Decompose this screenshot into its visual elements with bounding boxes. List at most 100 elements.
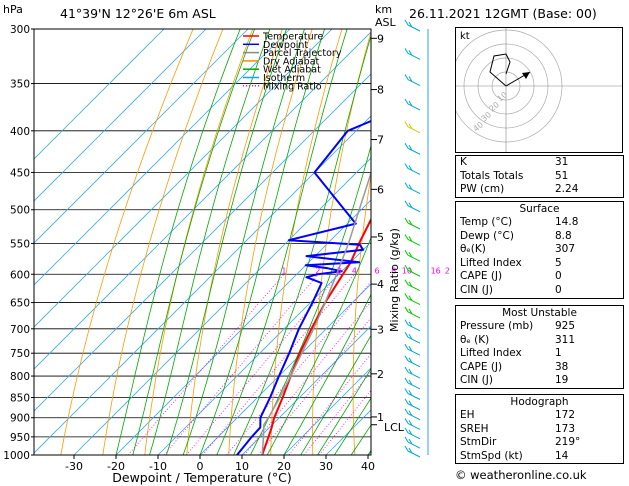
profile-lines (236, 119, 371, 455)
wind-barb (404, 264, 421, 277)
footer-credit: © weatheronline.co.uk (455, 468, 587, 482)
index-row: Totals Totals 51 (460, 169, 569, 182)
surface-row: θₑ(K) 307 (460, 243, 576, 256)
hodograph-plot: kt 10 20 30 40 (449, 28, 622, 152)
wind-barb (404, 234, 421, 246)
legend-label: Dewpoint (263, 40, 308, 51)
legend-label: Isotherm (263, 73, 305, 84)
temp-tick-label: 10 (235, 460, 249, 473)
legend-label: Parcel Trajectory (263, 48, 342, 59)
mixing-ratio-label: 2 (315, 266, 320, 275)
dry-adiabat (144, 29, 254, 455)
mixing-ratio-label: 3 (336, 266, 341, 275)
wind-barb (404, 418, 421, 430)
wind-barb (404, 249, 421, 262)
isotherm (34, 29, 291, 286)
pressure-tick-label: 900 (10, 413, 30, 425)
pressure-tick-label: 500 (10, 205, 30, 217)
pressure-tick-label: 350 (10, 79, 30, 91)
most-unstable-title: Most Unstable (502, 307, 577, 319)
mixing-ratio-line (257, 317, 371, 455)
wet-adiabat (166, 29, 287, 455)
mixing-ratio-line (202, 273, 355, 455)
surface-row: Dewp (°C) 8.8 (460, 229, 572, 242)
dry-adiabat (312, 30, 371, 455)
isotherm (34, 29, 333, 328)
km-tick-label: 5 (377, 231, 384, 244)
hodograph-panel: kt 10 20 30 40 (449, 27, 623, 153)
wet-adiabat (149, 29, 271, 455)
pressure-tick-label: 850 (10, 392, 30, 404)
km-tick-label: 6 (377, 183, 384, 196)
km-tick-label: 3 (377, 323, 384, 336)
mixing-ratio-label: 4 (352, 266, 357, 275)
isotherm (34, 73, 371, 412)
pressure-tick-label: 550 (10, 238, 30, 250)
temp-tick-label: 20 (277, 460, 291, 473)
wind-barb (404, 217, 421, 230)
mixing-ratio-line (226, 280, 371, 455)
wind-barb (404, 366, 421, 379)
mixing-ratio-label: 20 (445, 266, 450, 275)
mixing-ratio-label: 6 (375, 266, 380, 275)
wind-barb (404, 163, 421, 175)
mu-row: CIN (J) 19 (460, 374, 569, 387)
surface-row: CAPE (J) 0 (460, 270, 562, 283)
wet-adiabat (199, 29, 325, 455)
temp-tick-label: 30 (319, 460, 333, 473)
plot-frame (33, 28, 372, 456)
km-tick-label: 2 (377, 368, 384, 381)
asl-label: ASL (375, 16, 397, 29)
dry-adiabat (352, 173, 371, 455)
hodo-row: StmSpd (kt) 14 (460, 449, 569, 462)
surface-row: Lifted Index 5 (460, 256, 562, 269)
mu-row: Lifted Index 1 (460, 347, 562, 360)
datetime-label: 26.11.2021 12GMT (Base: 00) (409, 6, 597, 21)
background-lines (34, 29, 371, 455)
mu-row: Pressure (mb) 925 (460, 320, 576, 332)
pressure-tick-label: 400 (10, 126, 30, 138)
wet-adiabat (283, 293, 371, 455)
isotherm (73, 157, 371, 455)
mixing-ratio-line (127, 273, 285, 455)
legend-label: Temperature (262, 32, 323, 43)
wind-barb (404, 427, 421, 440)
index-row: PW (cm) 2.24 (460, 183, 579, 196)
pressure-tick-label: 750 (10, 348, 30, 360)
pressure-tick-label: 950 (10, 432, 30, 444)
isotherm (199, 283, 371, 455)
wind-barb (404, 74, 421, 86)
pressure-unit-label: hPa (3, 3, 23, 16)
surface-row: CIN (J) 0 (460, 283, 562, 296)
pressure-axis: 300 350 400 450 500 550 600 650 700 750 800 850 900 9… (3, 24, 34, 462)
hodograph-unit: kt (460, 31, 470, 42)
km-axis: 1 2 3 4 5 6 7 8 9 (371, 32, 384, 426)
hodo-ring-label: 10 (496, 90, 510, 103)
mu-row: CAPE (J) 38 (460, 360, 569, 373)
wet-adiabat (317, 368, 371, 455)
mixing-ratio-labels: 12346810162025 (281, 266, 450, 275)
hodo-row: EH 172 (460, 409, 576, 421)
legend-label: Dry Adiabat (263, 56, 320, 67)
mixing-ratio-line (185, 273, 340, 455)
wind-barb (404, 98, 421, 111)
mixing-ratio-line (163, 273, 319, 455)
mu-row: θₑ (K) 311 (460, 333, 576, 346)
wet-adiabat (334, 397, 371, 455)
wind-barb (404, 48, 421, 60)
wet-adiabat (300, 334, 371, 455)
legend-label: Wet Adiabat (263, 65, 321, 76)
dry-adiabat (102, 29, 224, 455)
isotherm (34, 115, 371, 454)
temp-tick-label: -30 (65, 460, 83, 473)
surface-row: Temp (°C) 14.8 (460, 216, 579, 228)
hodograph-title: Hodograph (510, 396, 569, 408)
mixing-ratio-label: 16 (431, 266, 441, 275)
wet-adiabat (132, 29, 255, 455)
wind-barb (404, 293, 421, 306)
wind-barb (404, 436, 421, 449)
wind-barb (404, 182, 421, 195)
wind-barb (404, 377, 421, 390)
location-label: 41°39'N 12°26'E 6m ASL (60, 6, 216, 21)
temp-tick-label: -20 (107, 460, 125, 473)
